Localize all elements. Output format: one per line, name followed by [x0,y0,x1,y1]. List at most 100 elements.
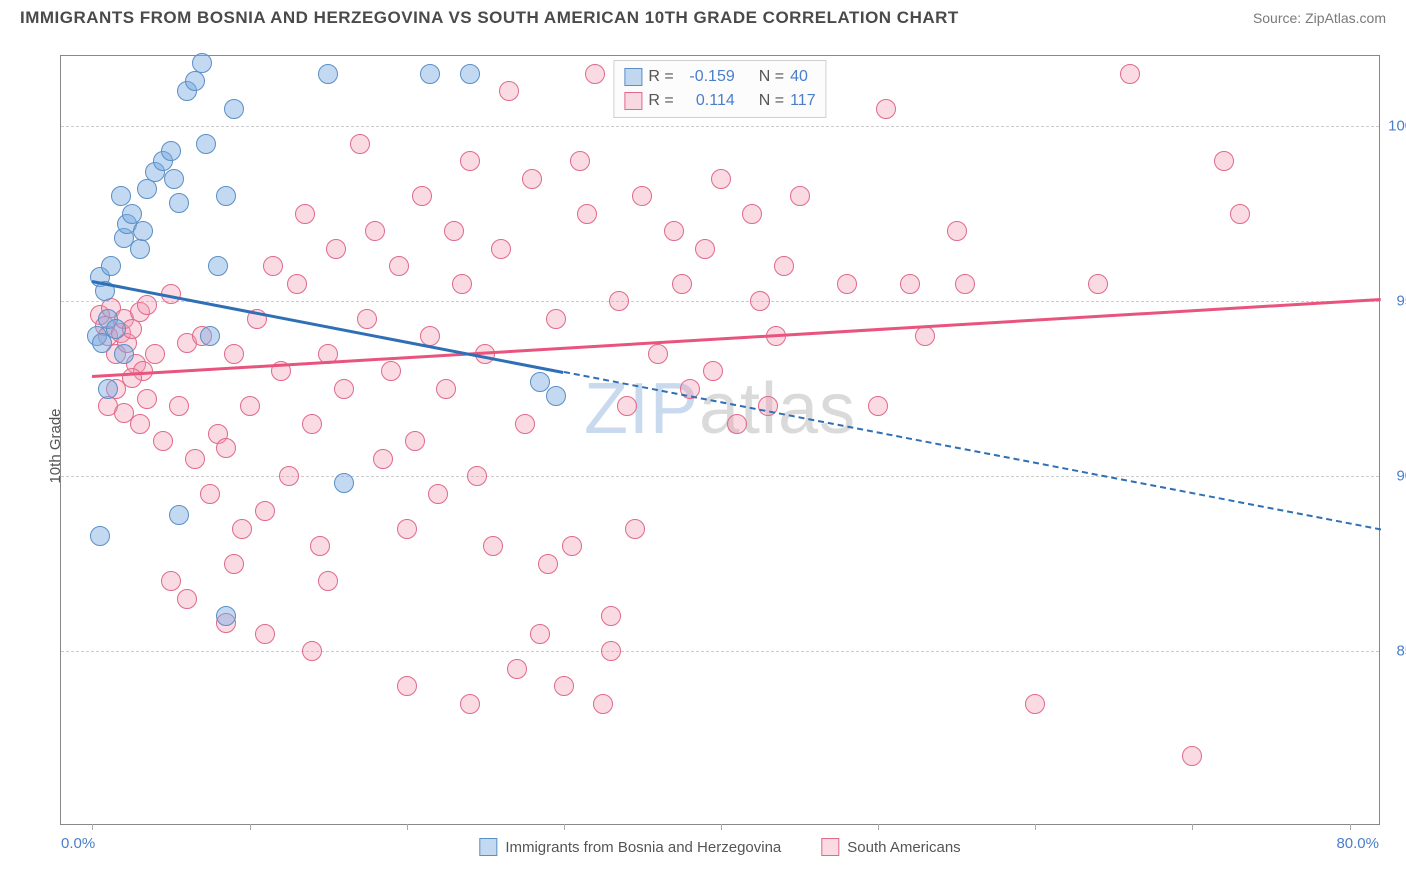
point-a [185,71,205,91]
point-a [111,186,131,206]
x-tick [250,824,251,830]
point-b [664,221,684,241]
point-a [196,134,216,154]
point-a [200,326,220,346]
point-b [790,186,810,206]
point-b [460,151,480,171]
legend-item-a: Immigrants from Bosnia and Herzegovina [479,838,781,856]
point-b [287,274,307,294]
point-b [1088,274,1108,294]
legend-label-b: South Americans [847,839,960,856]
point-b [530,624,550,644]
point-b [397,519,417,539]
trendline-b [92,298,1381,378]
point-b [224,554,244,574]
point-b [546,309,566,329]
point-b [318,571,338,591]
trendline-a-ext [564,371,1382,530]
point-b [145,344,165,364]
point-b [153,431,173,451]
point-b [609,291,629,311]
point-a [169,193,189,213]
point-b [177,589,197,609]
y-tick-label: 100.0% [1384,118,1406,135]
point-b [295,204,315,224]
x-tick [407,824,408,830]
point-b [1120,64,1140,84]
point-b [522,169,542,189]
r-value-b: 0.114 [680,89,735,113]
point-b [444,221,464,241]
point-b [365,221,385,241]
x-tick [721,824,722,830]
y-tick-label: 95.0% [1384,293,1406,310]
point-b [137,295,157,315]
x-tick [878,824,879,830]
point-b [577,204,597,224]
legend-label-a: Immigrants from Bosnia and Herzegovina [505,839,781,856]
point-a [216,606,236,626]
point-b [562,536,582,556]
point-b [915,326,935,346]
point-a [101,256,121,276]
point-b [601,641,621,661]
swatch-blue-icon [479,838,497,856]
point-b [467,466,487,486]
legend-row-b: R = 0.114 N = 117 [624,89,815,113]
point-a [137,179,157,199]
point-b [185,449,205,469]
point-b [711,169,731,189]
point-b [593,694,613,714]
x-tick [1192,824,1193,830]
n-value-a: 40 [790,65,808,89]
point-b [350,134,370,154]
swatch-pink [624,92,642,110]
point-a [169,505,189,525]
point-a [164,169,184,189]
point-b [373,449,393,469]
point-b [255,624,275,644]
point-a [114,344,134,364]
series-legend: Immigrants from Bosnia and Herzegovina S… [479,838,960,856]
point-b [161,571,181,591]
point-b [601,606,621,626]
point-b [1230,204,1250,224]
point-b [483,536,503,556]
point-a [90,526,110,546]
point-b [868,396,888,416]
point-b [515,414,535,434]
r-value-a: -0.159 [680,65,735,89]
n-value-b: 117 [790,89,816,113]
point-b [1025,694,1045,714]
point-a [530,372,550,392]
point-a [546,386,566,406]
point-b [240,396,260,416]
point-b [460,694,480,714]
x-tick [564,824,565,830]
point-b [381,361,401,381]
plot-area: ZIPatlas R = -0.159 N = 40 R = 0.114 N =… [60,55,1380,825]
point-b [632,186,652,206]
point-b [326,239,346,259]
point-a [420,64,440,84]
x-tick [1350,824,1351,830]
x-tick [1035,824,1036,830]
r-label-a: R = [648,65,673,89]
point-a [192,53,212,73]
point-b [625,519,645,539]
point-b [169,396,189,416]
gridline-h [61,126,1379,127]
point-b [538,554,558,574]
correlation-legend: R = -0.159 N = 40 R = 0.114 N = 117 [613,60,826,118]
point-b [279,466,299,486]
point-b [750,291,770,311]
point-a [208,256,228,276]
point-a [161,141,181,161]
point-b [263,256,283,276]
x-tick-right: 80.0% [1336,835,1379,852]
point-b [302,641,322,661]
point-b [428,484,448,504]
point-b [695,239,715,259]
point-a [98,379,118,399]
y-tick-label: 90.0% [1384,468,1406,485]
